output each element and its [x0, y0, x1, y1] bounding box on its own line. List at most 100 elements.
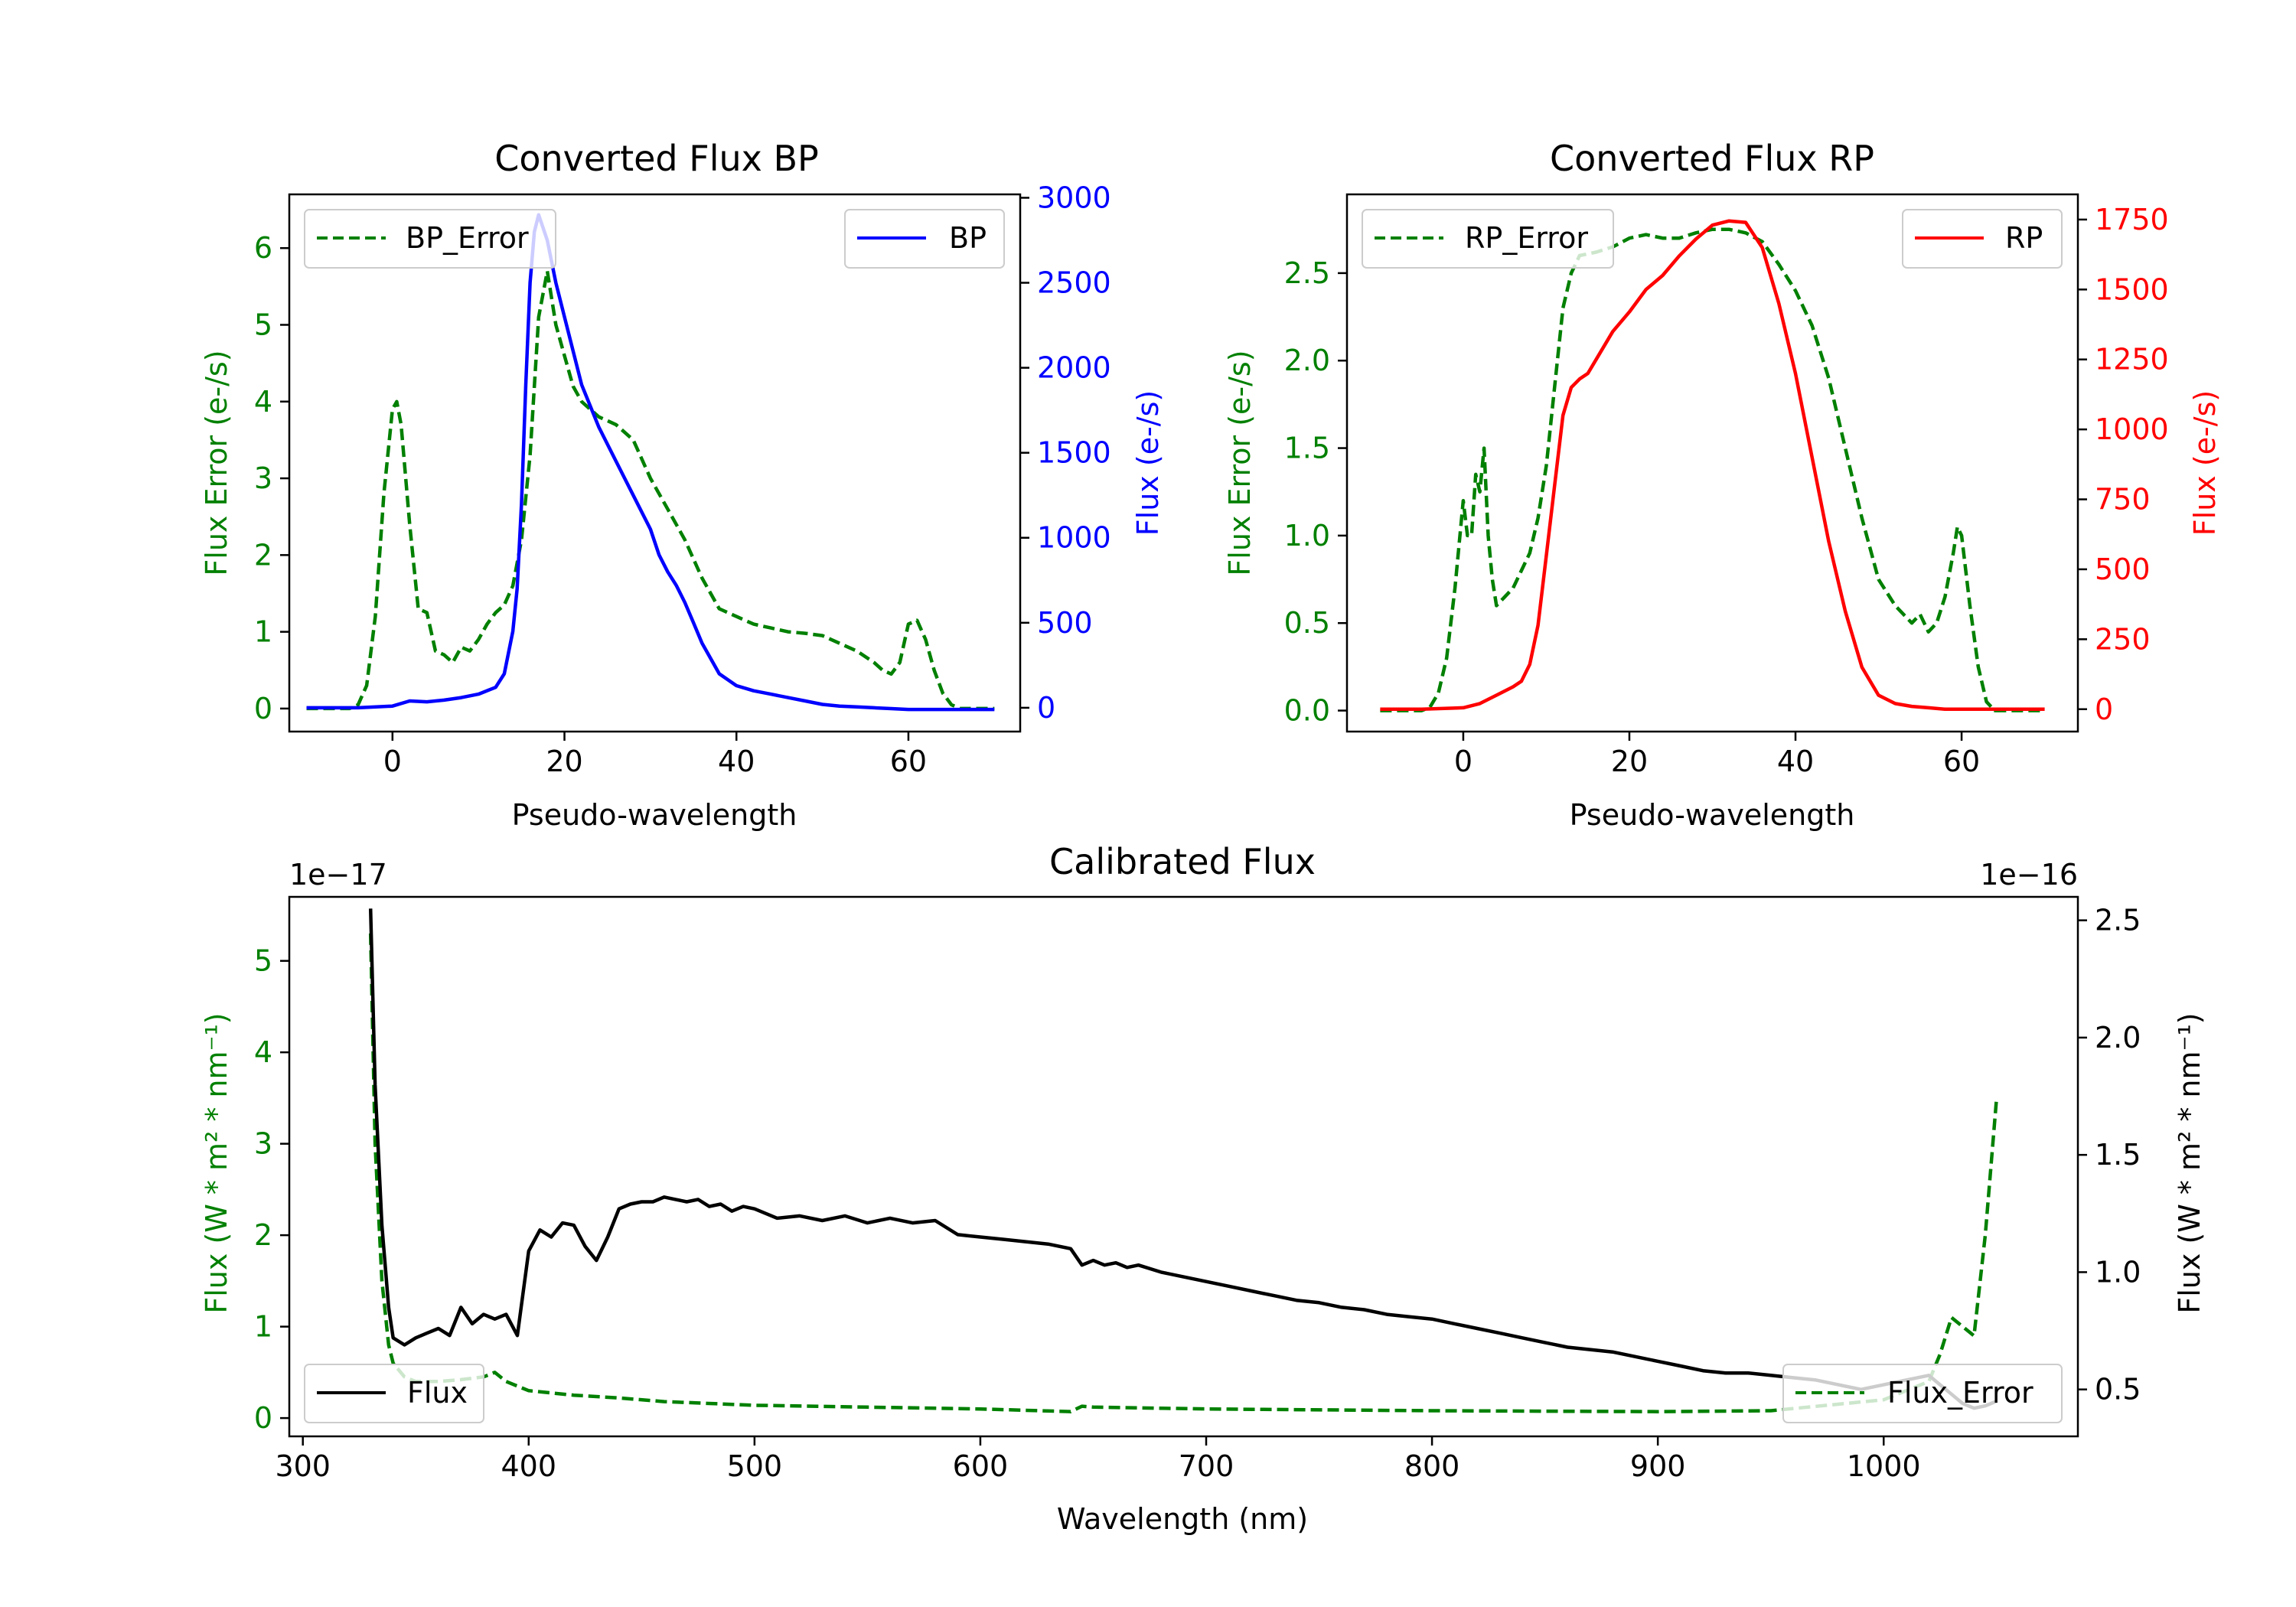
x-tick-label: 900: [1630, 1449, 1686, 1483]
y-tick-label-left: 4: [254, 1035, 272, 1069]
chart-bp-legend-right: BP: [844, 209, 1005, 269]
y-tick-label-right: 1500: [1037, 436, 1111, 470]
y-tick-label-left: 0.5: [1284, 606, 1330, 640]
chart-bp-frame: [288, 193, 1022, 733]
y-tick-label-right: 500: [1037, 606, 1093, 640]
chart-calibrated-xticks: 300 400 500 600 700 800 900 1000: [275, 1436, 1921, 1483]
y-tick-label-right: 2000: [1037, 351, 1111, 385]
y-tick-label-right: 3000: [1037, 181, 1111, 214]
y-tick-label-left: 0.0: [1284, 694, 1330, 728]
chart-rp-xticks: 0 20 40 60: [1454, 732, 1980, 778]
chart-calibrated-offset-left: 1e−17: [289, 858, 387, 892]
x-tick-label: 700: [1179, 1449, 1234, 1483]
chart-bp-plot: [306, 213, 995, 712]
chart-bp-yticks-right: 0 500 1000 1500 2000 2500 3000: [1020, 181, 1111, 725]
y-tick-label-left: 0: [254, 692, 272, 725]
y-tick-label-left: 3: [254, 461, 272, 495]
y-tick-label-right: 1250: [2095, 343, 2169, 376]
chart-rp-ylabel-right: Flux (e-/s): [2188, 390, 2222, 536]
chart-calibrated-xlabel: Wavelength (nm): [1057, 1502, 1308, 1536]
chart-rp-title: Converted Flux RP: [1550, 138, 1874, 179]
y-tick-label-right: 1.0: [2095, 1255, 2141, 1289]
chart-bp-legend-right-label: BP: [949, 221, 987, 255]
y-tick-label-right: 1.5: [2095, 1138, 2141, 1172]
chart-calibrated-legend-right-box: [1782, 1364, 2063, 1423]
chart-rp-frame: [1345, 193, 2079, 733]
chart-bp-ylabel-left: Flux Error (e-/s): [200, 350, 233, 575]
chart-calibrated-ylabel-right: Flux (W * m² * nm⁻¹): [2173, 1012, 2206, 1313]
x-tick-label: 300: [275, 1449, 331, 1483]
chart-rp-legend-right-label: RP: [2005, 221, 2043, 255]
chart-calibrated-series-flux: [368, 908, 1998, 1410]
chart-rp-xlabel: Pseudo-wavelength: [1570, 798, 1855, 832]
y-tick-label-right: 0: [1037, 691, 1055, 725]
y-tick-label-right: 0.5: [2095, 1373, 2141, 1407]
chart-calibrated-yticks-right: 0.5 1.0 1.5 2.0 2.5: [2078, 904, 2141, 1407]
y-tick-label-left: 5: [254, 944, 272, 978]
x-tick-label: 0: [1454, 745, 1473, 778]
chart-bp: Converted Flux BP 0 20 40 60 0 1 2 3 4 5 6 0 500 10…: [200, 138, 1165, 832]
y-tick-label-left: 2.5: [1284, 256, 1330, 290]
x-tick-label: 20: [546, 745, 582, 778]
y-tick-label-left: 2: [254, 538, 272, 572]
y-tick-label-right: 250: [2095, 622, 2151, 656]
y-tick-label-left: 0: [254, 1401, 272, 1435]
chart-rp-ylabel-left: Flux Error (e-/s): [1223, 350, 1257, 575]
chart-bp-series-bp: [306, 213, 995, 712]
chart-rp-yticks-right: 0 250 500 750 1000 1250 1500 1750: [2078, 203, 2169, 726]
y-tick-label-right: 1500: [2095, 272, 2169, 306]
chart-rp-legend-left: RP_Error: [1362, 209, 1614, 269]
x-tick-label: 800: [1404, 1449, 1460, 1483]
chart-calibrated-legend-left-box: [304, 1364, 484, 1423]
y-tick-label-right: 1000: [2095, 412, 2169, 446]
chart-calibrated-legend-right-label: Flux_Error: [1887, 1376, 2033, 1410]
y-tick-label-right: 1750: [2095, 203, 2169, 236]
chart-bp-yticks-left: 0 1 2 3 4 5 6: [254, 231, 289, 725]
chart-calibrated-ylabel-left: Flux (W * m² * nm⁻¹): [200, 1012, 233, 1313]
chart-rp: Converted Flux RP 0 20 40 60 0.0 0.5 1.0 1.5 2.…: [1223, 138, 2222, 832]
chart-rp-plot: [1380, 219, 2045, 712]
chart-calibrated-offset-right: 1e−16: [1980, 858, 2078, 892]
x-tick-label: 600: [953, 1449, 1009, 1483]
y-tick-label-left: 2: [254, 1218, 272, 1252]
chart-rp-legend-left-label: RP_Error: [1465, 221, 1588, 255]
chart-calibrated: Calibrated Flux 300 400 500 600 700 800 900 100…: [200, 841, 2206, 1536]
y-tick-label-left: 1.0: [1284, 519, 1330, 553]
chart-calibrated-frame: [288, 895, 2079, 1438]
y-tick-label-right: 500: [2095, 553, 2151, 586]
x-tick-label: 60: [1943, 745, 1980, 778]
chart-rp-legend-right: RP: [1902, 209, 2063, 269]
y-tick-label-left: 1: [254, 615, 272, 649]
chart-calibrated-legend-left: Flux: [304, 1364, 484, 1423]
chart-calibrated-legend-left-label: Flux: [407, 1376, 468, 1410]
chart-bp-legend-left-label: BP_Error: [406, 221, 529, 255]
x-tick-label: 400: [501, 1449, 557, 1483]
y-tick-label-right: 2500: [1037, 266, 1111, 300]
y-tick-label-right: 0: [2095, 693, 2113, 726]
chart-bp-ylabel-right: Flux (e-/s): [1131, 390, 1165, 536]
y-tick-label-right: 2.5: [2095, 904, 2141, 937]
x-tick-label: 0: [383, 745, 402, 778]
y-tick-label-left: 3: [254, 1127, 272, 1161]
x-tick-label: 40: [718, 745, 755, 778]
chart-bp-title: Converted Flux BP: [494, 138, 819, 179]
y-tick-label-left: 6: [254, 231, 272, 265]
x-tick-label: 40: [1777, 745, 1814, 778]
chart-bp-legend-left-box: [304, 209, 556, 269]
chart-rp-legend-left-box: [1362, 209, 1614, 269]
x-tick-label: 60: [890, 745, 927, 778]
chart-bp-legend-left: BP_Error: [304, 209, 556, 269]
y-tick-label-left: 2.0: [1284, 344, 1330, 377]
chart-rp-series-rp-error: [1380, 227, 2045, 712]
y-tick-label-left: 5: [254, 308, 272, 341]
chart-rp-yticks-left: 0.0 0.5 1.0 1.5 2.0 2.5: [1284, 256, 1347, 728]
x-tick-label: 500: [727, 1449, 783, 1483]
y-tick-label-left: 4: [254, 385, 272, 419]
chart-rp-series-rp: [1380, 219, 2045, 712]
y-tick-label-right: 2.0: [2095, 1021, 2141, 1054]
y-tick-label-right: 750: [2095, 483, 2151, 517]
x-tick-label: 1000: [1847, 1449, 1921, 1483]
y-tick-label-right: 1000: [1037, 521, 1111, 555]
chart-calibrated-yticks-left: 0 1 2 3 4 5: [254, 944, 289, 1435]
